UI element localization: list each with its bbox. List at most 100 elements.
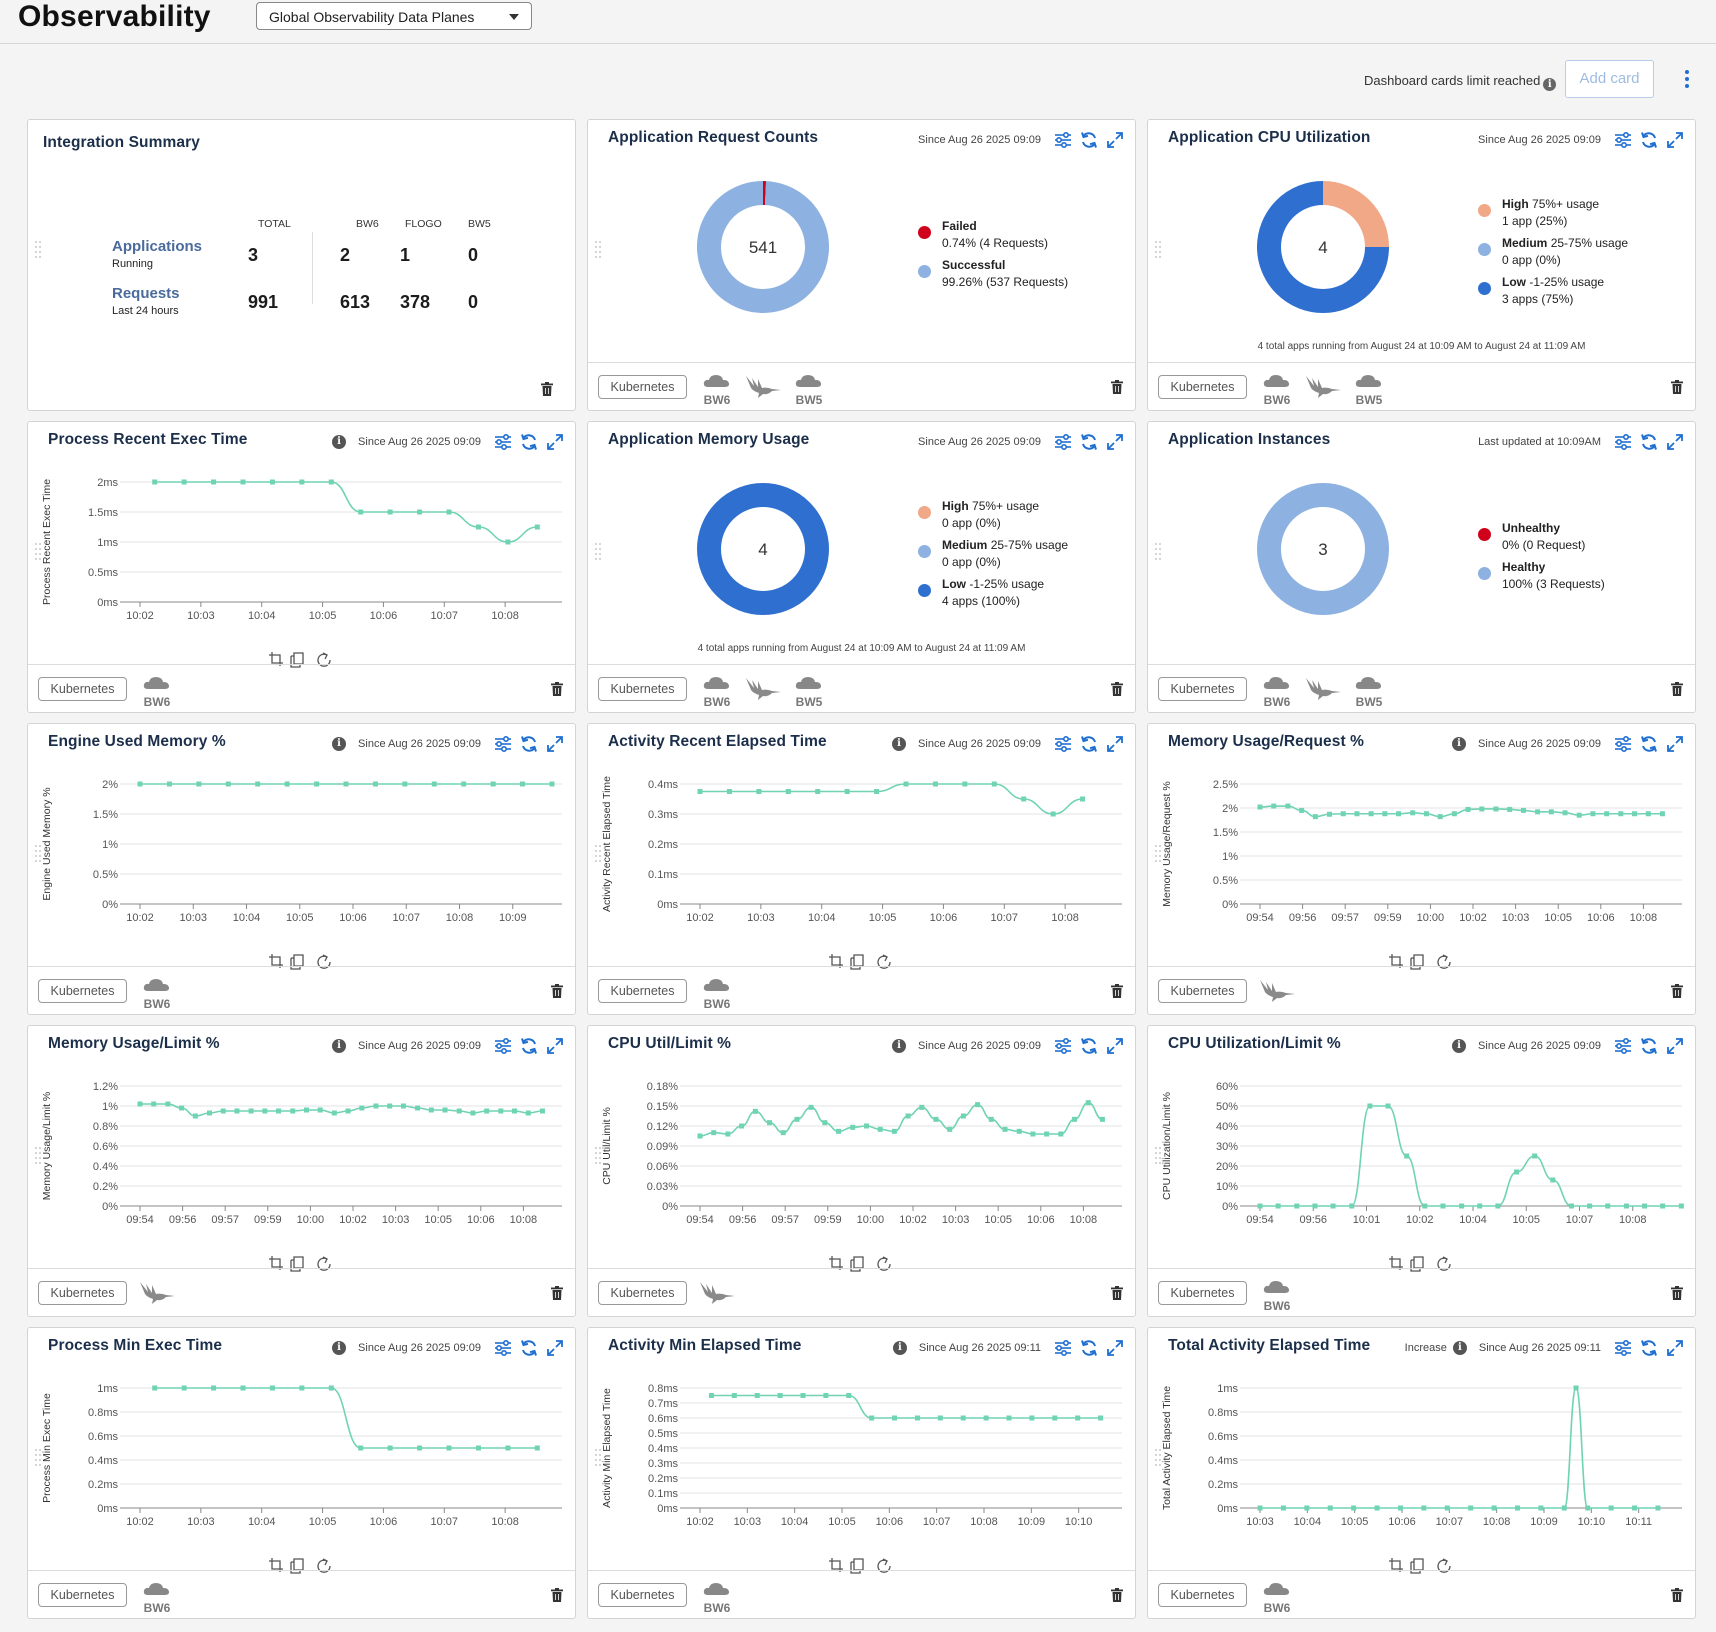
expand-icon[interactable] xyxy=(545,734,565,754)
data-point[interactable] xyxy=(179,1105,185,1111)
info-icon[interactable]: i xyxy=(1452,1341,1467,1355)
data-point[interactable] xyxy=(206,1110,212,1116)
data-point[interactable] xyxy=(1605,1203,1611,1209)
filter-settings-icon[interactable] xyxy=(493,1338,513,1358)
data-point[interactable] xyxy=(1459,1203,1465,1209)
delete-icon[interactable] xyxy=(1671,682,1683,696)
data-point[interactable] xyxy=(1006,1415,1012,1421)
data-point[interactable] xyxy=(211,479,217,485)
info-icon[interactable]: i xyxy=(892,1039,907,1053)
data-point[interactable] xyxy=(1608,1505,1614,1511)
refresh-icon[interactable] xyxy=(519,432,539,452)
data-point[interactable] xyxy=(269,479,275,485)
data-point[interactable] xyxy=(1327,1505,1333,1511)
data-point[interactable] xyxy=(1312,1203,1318,1209)
data-point[interactable] xyxy=(248,1108,254,1114)
filter-settings-icon[interactable] xyxy=(1613,1036,1633,1056)
expand-icon[interactable] xyxy=(1105,1338,1125,1358)
filter-settings-icon[interactable] xyxy=(1613,734,1633,754)
filter-settings-icon[interactable] xyxy=(1053,432,1073,452)
data-point[interactable] xyxy=(276,1108,282,1114)
data-point[interactable] xyxy=(1655,1505,1661,1511)
zoom-in-icon[interactable] xyxy=(268,652,283,666)
filter-settings-icon[interactable] xyxy=(1053,1338,1073,1358)
data-point[interactable] xyxy=(1632,1505,1638,1511)
data-point[interactable] xyxy=(1562,810,1568,816)
zoom-in-icon[interactable] xyxy=(828,954,843,968)
data-point[interactable] xyxy=(1573,1385,1579,1391)
data-point[interactable] xyxy=(1532,1153,1538,1159)
data-point[interactable] xyxy=(1576,812,1582,818)
data-point[interactable] xyxy=(1044,1131,1050,1137)
delete-icon[interactable] xyxy=(541,382,553,396)
data-point[interactable] xyxy=(446,509,452,515)
data-point[interactable] xyxy=(1659,811,1665,817)
delete-icon[interactable] xyxy=(1111,1588,1123,1602)
refresh-icon[interactable] xyxy=(1639,130,1659,150)
data-point[interactable] xyxy=(914,1415,920,1421)
data-point[interactable] xyxy=(328,1385,334,1391)
legend-item[interactable]: Unhealthy 0% (0 Request) xyxy=(1478,520,1678,554)
data-point[interactable] xyxy=(1660,1203,1666,1209)
data-point[interactable] xyxy=(331,1110,337,1116)
drag-handle-icon[interactable] xyxy=(1155,1449,1163,1469)
data-point[interactable] xyxy=(1367,1103,1373,1109)
data-point[interactable] xyxy=(475,1445,481,1451)
data-point[interactable] xyxy=(937,1415,943,1421)
data-point[interactable] xyxy=(431,781,437,787)
data-point[interactable] xyxy=(708,1393,714,1398)
data-point[interactable] xyxy=(442,1107,448,1113)
data-point[interactable] xyxy=(1354,811,1360,817)
data-point[interactable] xyxy=(1385,1103,1391,1109)
data-point[interactable] xyxy=(1326,811,1332,817)
filter-settings-icon[interactable] xyxy=(1613,130,1633,150)
legend-item[interactable]: Medium 25-75% usage 0 app (0%) xyxy=(1478,235,1678,269)
data-point[interactable] xyxy=(1075,1415,1081,1421)
drag-handle-icon[interactable] xyxy=(595,543,603,563)
delete-icon[interactable] xyxy=(1671,1286,1683,1300)
data-point[interactable] xyxy=(345,1108,351,1114)
drag-handle-icon[interactable] xyxy=(1155,241,1163,261)
zoom-in-icon[interactable] xyxy=(828,1256,843,1270)
data-point[interactable] xyxy=(446,1445,452,1451)
zoom-in-icon[interactable] xyxy=(828,1558,843,1572)
expand-icon[interactable] xyxy=(1665,1338,1685,1358)
filter-settings-icon[interactable] xyxy=(493,734,513,754)
expand-icon[interactable] xyxy=(1105,432,1125,452)
data-point[interactable] xyxy=(1299,807,1305,813)
data-point[interactable] xyxy=(891,1128,897,1134)
data-point[interactable] xyxy=(1421,1505,1427,1511)
data-point[interactable] xyxy=(196,781,202,787)
drag-handle-icon[interactable] xyxy=(1155,543,1163,563)
data-point[interactable] xyxy=(1642,1203,1648,1209)
kubernetes-tag[interactable]: Kubernetes xyxy=(1158,1281,1247,1305)
data-point[interactable] xyxy=(428,1107,434,1113)
kubernetes-tag[interactable]: Kubernetes xyxy=(598,979,687,1003)
expand-icon[interactable] xyxy=(1665,734,1685,754)
zoom-in-icon[interactable] xyxy=(268,954,283,968)
data-point[interactable] xyxy=(1312,814,1318,820)
refresh-icon[interactable] xyxy=(519,1338,539,1358)
data-point[interactable] xyxy=(836,1128,842,1134)
data-point[interactable] xyxy=(1444,1505,1450,1511)
zoom-in-icon[interactable] xyxy=(268,1558,283,1572)
reset-zoom-icon[interactable] xyxy=(316,1256,331,1271)
data-point[interactable] xyxy=(1374,1505,1380,1511)
delete-icon[interactable] xyxy=(1671,1588,1683,1602)
delete-icon[interactable] xyxy=(1111,1286,1123,1300)
data-point[interactable] xyxy=(262,1108,268,1114)
data-point[interactable] xyxy=(1072,1116,1078,1122)
info-icon[interactable]: i xyxy=(1543,78,1557,91)
data-point[interactable] xyxy=(417,509,423,515)
data-point[interactable] xyxy=(1294,1203,1300,1209)
data-point[interactable] xyxy=(373,1103,379,1109)
data-point[interactable] xyxy=(932,781,938,787)
info-icon[interactable]: i xyxy=(332,1039,347,1053)
data-point[interactable] xyxy=(240,1385,246,1391)
data-point[interactable] xyxy=(731,1393,737,1398)
drag-handle-icon[interactable] xyxy=(35,1449,43,1469)
data-point[interactable] xyxy=(181,479,187,485)
legend-item[interactable]: Successful 99.26% (537 Requests) xyxy=(918,257,1118,291)
drag-handle-icon[interactable] xyxy=(595,1449,603,1469)
delete-icon[interactable] xyxy=(551,1588,563,1602)
